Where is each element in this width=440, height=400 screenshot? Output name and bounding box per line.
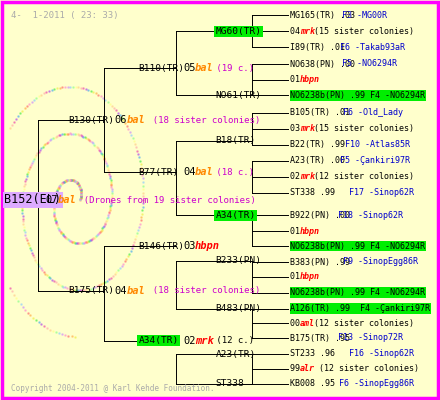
Text: F6 -SinopEgg86R: F6 -SinopEgg86R	[319, 380, 414, 388]
Text: bal: bal	[195, 167, 214, 177]
Text: NO6238b(PN) .99 F4 -NO6294R: NO6238b(PN) .99 F4 -NO6294R	[290, 242, 425, 250]
Text: B383(PN) .99: B383(PN) .99	[290, 258, 350, 266]
Text: 03: 03	[290, 124, 305, 133]
Text: F3 -MG00R: F3 -MG00R	[332, 11, 387, 20]
Text: (19 c.): (19 c.)	[211, 64, 253, 72]
Text: B175(TR): B175(TR)	[68, 286, 114, 295]
Text: bal: bal	[126, 286, 145, 296]
Text: Copyright 2004-2011 @ Karl Kehde Foundation.: Copyright 2004-2011 @ Karl Kehde Foundat…	[11, 384, 215, 393]
Text: F5 -NO6294R: F5 -NO6294R	[332, 60, 396, 68]
Text: A23(TR): A23(TR)	[216, 350, 256, 358]
Text: B233(PN): B233(PN)	[216, 256, 262, 265]
Text: (Drones from 19 sister colonies): (Drones from 19 sister colonies)	[73, 196, 256, 204]
Text: F10 -Atlas85R: F10 -Atlas85R	[325, 140, 410, 149]
Text: B77(TR): B77(TR)	[139, 168, 179, 176]
Text: mrk: mrk	[300, 172, 315, 181]
Text: ST338 .99: ST338 .99	[290, 188, 335, 197]
Text: 05: 05	[183, 63, 195, 73]
Text: F17 -Sinop62R: F17 -Sinop62R	[319, 188, 414, 197]
Text: (18 c.): (18 c.)	[211, 168, 253, 176]
Text: 04: 04	[114, 286, 127, 296]
Text: B152(EL): B152(EL)	[4, 194, 62, 206]
Text: bal: bal	[58, 195, 77, 205]
Text: F16 -Sinop62R: F16 -Sinop62R	[319, 350, 414, 358]
Text: mrk: mrk	[300, 124, 315, 133]
Text: NO6238b(PN) .99 F4 -NO6294R: NO6238b(PN) .99 F4 -NO6294R	[290, 91, 425, 100]
Text: 06: 06	[114, 115, 127, 125]
Text: 02: 02	[183, 336, 195, 346]
Text: ST233 .96: ST233 .96	[290, 350, 335, 358]
Text: bal: bal	[126, 115, 145, 125]
Text: B146(TR): B146(TR)	[139, 242, 185, 250]
Text: B18(TR): B18(TR)	[216, 136, 256, 145]
Text: 00: 00	[290, 319, 305, 328]
Text: A126(TR) .99  F4 -Çankiri97R: A126(TR) .99 F4 -Çankiri97R	[290, 304, 430, 313]
Text: F9 -SinopEgg86R: F9 -SinopEgg86R	[328, 258, 418, 266]
Text: F5 -Çankiri97R: F5 -Çankiri97R	[325, 156, 410, 165]
Text: alr: alr	[300, 364, 315, 373]
Text: B130(TR): B130(TR)	[68, 116, 114, 124]
Text: NO61(TR): NO61(TR)	[216, 91, 262, 100]
Text: hbpn: hbpn	[300, 76, 320, 84]
Text: (18 sister colonies): (18 sister colonies)	[142, 116, 260, 124]
Text: hbpn: hbpn	[300, 227, 320, 236]
Text: MG60(TR): MG60(TR)	[216, 27, 262, 36]
Text: 01: 01	[290, 76, 305, 84]
Text: (12 sister colonies): (12 sister colonies)	[309, 172, 414, 181]
Text: KB008 .95: KB008 .95	[290, 380, 335, 388]
Text: mrk: mrk	[195, 336, 214, 346]
Text: MG165(TR) .03: MG165(TR) .03	[290, 11, 356, 20]
Text: F6 -Takab93aR: F6 -Takab93aR	[325, 43, 405, 52]
Text: 01: 01	[290, 227, 305, 236]
Text: (12 sister colonies): (12 sister colonies)	[309, 364, 419, 373]
Text: B175(TR) .95: B175(TR) .95	[290, 334, 350, 342]
Text: (12 sister colonies): (12 sister colonies)	[309, 319, 414, 328]
Text: hbpn: hbpn	[195, 241, 220, 251]
Text: (15 sister colonies): (15 sister colonies)	[309, 124, 414, 133]
Text: ST338: ST338	[216, 380, 244, 388]
Text: mrk: mrk	[300, 27, 315, 36]
Text: 07: 07	[46, 195, 58, 205]
Text: NO638(PN) .00: NO638(PN) .00	[290, 60, 356, 68]
Text: (15 sister colonies): (15 sister colonies)	[309, 27, 414, 36]
Text: F13 -Sinop72R: F13 -Sinop72R	[328, 334, 403, 342]
Text: 02: 02	[290, 172, 305, 181]
Text: B22(TR) .99: B22(TR) .99	[290, 140, 345, 149]
Text: A34(TR): A34(TR)	[139, 336, 179, 345]
Text: 04: 04	[290, 27, 305, 36]
Text: 99: 99	[290, 364, 305, 373]
Text: 01: 01	[290, 272, 305, 281]
Text: B922(PN) .00: B922(PN) .00	[290, 211, 350, 220]
Text: I89(TR) .01: I89(TR) .01	[290, 43, 345, 52]
Text: B105(TR) .01: B105(TR) .01	[290, 108, 350, 117]
Text: (12 c.): (12 c.)	[211, 336, 253, 345]
Text: A34(TR): A34(TR)	[216, 211, 256, 220]
Text: (18 sister colonies): (18 sister colonies)	[142, 286, 260, 295]
Text: B110(TR): B110(TR)	[139, 64, 185, 72]
Text: A23(TR) .00: A23(TR) .00	[290, 156, 345, 165]
Text: hbpn: hbpn	[300, 272, 320, 281]
Text: 4-  1-2011 ( 23: 33): 4- 1-2011 ( 23: 33)	[11, 11, 118, 20]
Text: F6 -Old_Lady: F6 -Old_Lady	[328, 108, 403, 117]
Text: 04: 04	[183, 167, 195, 177]
Text: bal: bal	[195, 63, 214, 73]
Text: 03: 03	[183, 241, 195, 251]
Text: B483(PN): B483(PN)	[216, 304, 262, 313]
Text: F18 -Sinop62R: F18 -Sinop62R	[328, 211, 403, 220]
Text: NO6238b(PN) .99 F4 -NO6294R: NO6238b(PN) .99 F4 -NO6294R	[290, 288, 425, 297]
Text: aml: aml	[300, 319, 315, 328]
